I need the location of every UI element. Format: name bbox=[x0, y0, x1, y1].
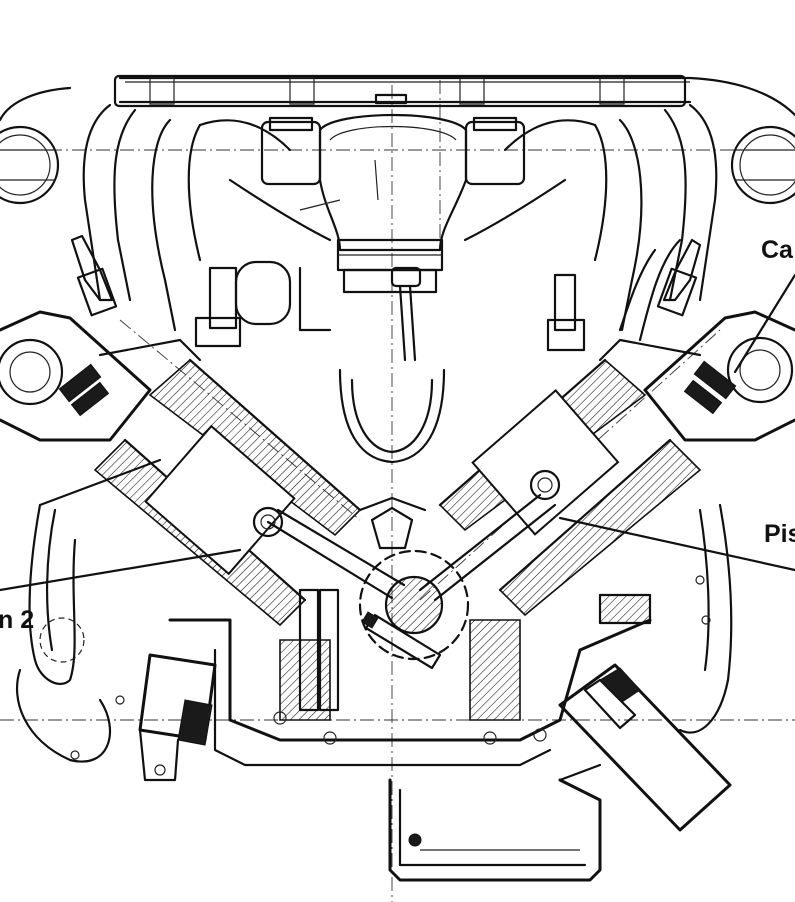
right-piston bbox=[418, 389, 620, 602]
right-cylinder-head bbox=[598, 310, 795, 442]
right-alternator bbox=[558, 663, 732, 832]
left-exhaust-pipe bbox=[16, 458, 162, 763]
crankshaft bbox=[358, 549, 470, 670]
piston-label: Pis bbox=[764, 520, 795, 548]
right-exhaust-pipe bbox=[618, 238, 733, 734]
fuel-injectors bbox=[70, 234, 702, 362]
left-starter-motor bbox=[138, 653, 217, 782]
left-cylinder-head bbox=[0, 310, 202, 442]
left-piston bbox=[144, 424, 406, 600]
exhaust-outlets bbox=[0, 125, 795, 205]
camshaft-label: Ca bbox=[761, 236, 793, 264]
piston-2-label: n 2 bbox=[0, 606, 35, 634]
leader-lines bbox=[0, 273, 795, 592]
exhaust-manifold bbox=[0, 74, 795, 332]
intake-plenum bbox=[260, 93, 526, 294]
crankcase bbox=[168, 588, 652, 882]
